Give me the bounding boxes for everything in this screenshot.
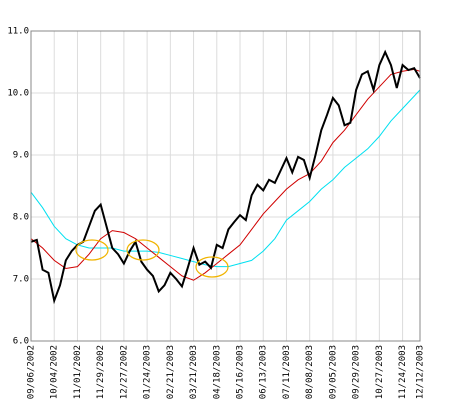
x-tick-label: 12/12/2003 xyxy=(416,345,426,399)
series-line xyxy=(30,49,421,305)
x-tick-label: 05/16/2003 xyxy=(236,345,246,399)
x-tick-label: 11/24/2003 xyxy=(398,345,408,399)
y-tick-label: 7.0 xyxy=(13,275,29,285)
x-tick-label: 02/21/2003 xyxy=(166,345,176,399)
x-tick-label: 07/11/2003 xyxy=(282,345,292,399)
series-line xyxy=(30,68,421,281)
annotation-ellipse xyxy=(75,239,109,261)
y-tick-label: 9.0 xyxy=(13,151,29,161)
x-tick-label: 10/27/2003 xyxy=(375,345,385,399)
y-tick-label: 11.0 xyxy=(7,27,29,37)
plot-frame xyxy=(30,30,421,342)
annotation-ellipse xyxy=(126,239,160,261)
series xyxy=(30,49,421,305)
y-tick-label: 6.0 xyxy=(13,337,29,347)
x-tick-label: 08/08/2003 xyxy=(305,345,315,399)
x-tick-label: 09/29/2003 xyxy=(352,345,362,399)
x-tick-label: 06/13/2003 xyxy=(259,345,269,399)
annotation-ellipse xyxy=(195,256,229,278)
x-tick-label: 10/04/2002 xyxy=(50,345,60,399)
x-tick-label: 11/29/2002 xyxy=(96,345,106,399)
x-tick-label: 03/21/2003 xyxy=(189,345,199,399)
x-tick-label: 01/24/2003 xyxy=(143,345,153,399)
x-tick-label: 09/05/2003 xyxy=(328,345,338,399)
x-tick-label: 09/06/2002 xyxy=(27,345,37,399)
x-tick-label: 11/01/2002 xyxy=(73,345,83,399)
y-tick-label: 8.0 xyxy=(13,213,29,223)
x-tick-label: 04/18/2003 xyxy=(212,345,222,399)
x-tick-label: 12/27/2002 xyxy=(119,345,129,399)
y-tick-label: 10.0 xyxy=(7,89,29,99)
